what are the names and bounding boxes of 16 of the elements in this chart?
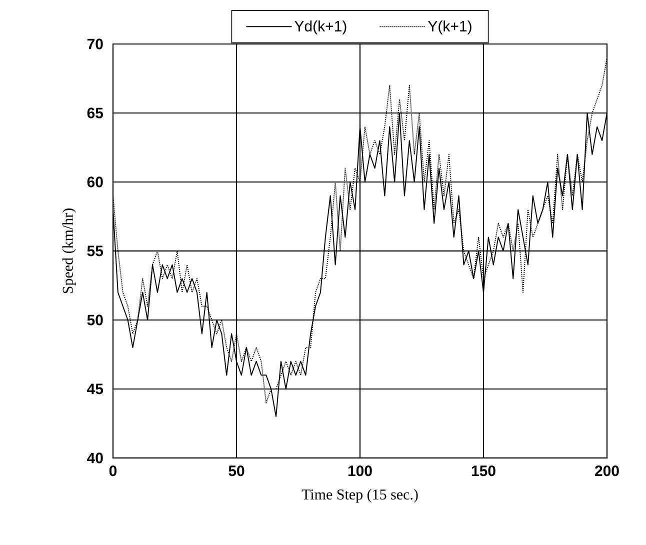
y-tick-label: 60: [87, 176, 103, 188]
legend-label: Y(k+1): [428, 20, 472, 34]
x-tick-label: 100: [348, 466, 372, 476]
y-axis-title: Speed (km/hr): [62, 208, 76, 294]
x-tick-label: 50: [228, 466, 244, 476]
legend-label: Yd(k+1): [294, 20, 346, 34]
y-tick-label: 40: [87, 452, 103, 464]
x-axis-title: Time Step (15 sec.): [302, 489, 418, 503]
y-tick-label: 70: [87, 38, 103, 50]
y-tick-label: 65: [87, 108, 104, 118]
y-tick-label: 45: [87, 384, 104, 394]
y-tick-label: 50: [87, 314, 103, 326]
x-tick-label: 200: [595, 466, 619, 476]
x-tick-label: 150: [472, 466, 496, 476]
y-tick-label: 55: [87, 246, 104, 256]
x-tick-label: 0: [109, 466, 117, 476]
